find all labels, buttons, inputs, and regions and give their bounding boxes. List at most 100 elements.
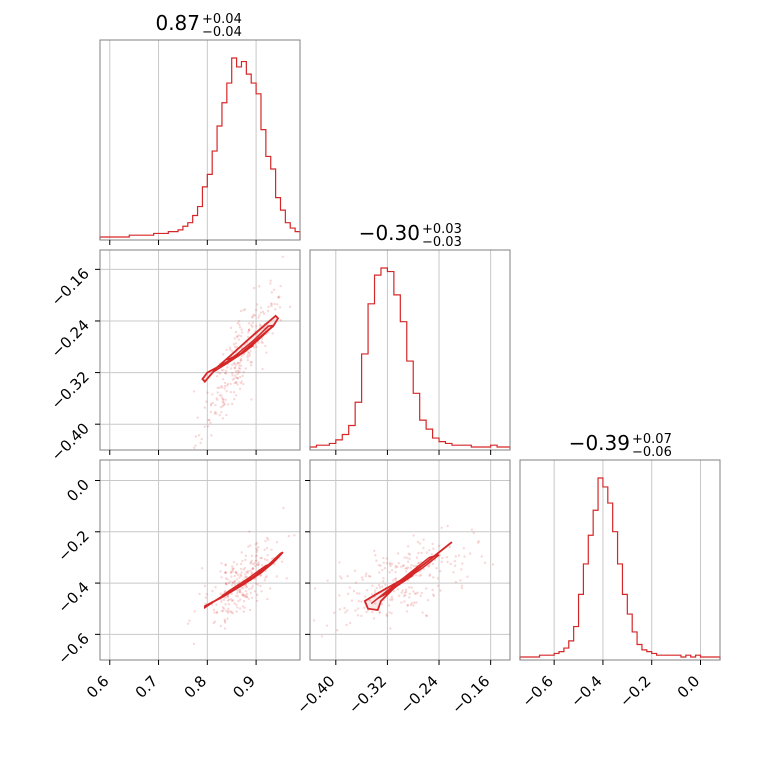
- scatter-point: [274, 308, 277, 311]
- scatter-point: [229, 348, 232, 351]
- scatter-point: [251, 315, 255, 318]
- scatter-point: [432, 576, 435, 579]
- scatter-point: [412, 590, 415, 593]
- scatter-point: [271, 332, 274, 335]
- scatter-point: [255, 345, 258, 348]
- scatter-point: [476, 541, 480, 544]
- scatter-point: [220, 396, 224, 400]
- scatter-point: [409, 566, 412, 570]
- scatter-point: [235, 603, 238, 607]
- scatter-point: [220, 562, 223, 565]
- scatter-point: [258, 314, 261, 317]
- scatter-point: [244, 573, 247, 576]
- scatter-point: [230, 565, 234, 568]
- y-tick-label: −0.16: [48, 264, 93, 309]
- scatter-point: [242, 610, 245, 613]
- scatter-point: [430, 553, 434, 556]
- scatter-point: [229, 580, 232, 583]
- scatter-point: [419, 573, 423, 577]
- scatter-point: [255, 563, 259, 566]
- scatter-point: [216, 375, 219, 378]
- scatter-point: [235, 563, 239, 566]
- scatter-point: [333, 611, 336, 614]
- scatter-point: [432, 547, 435, 550]
- scatter-point: [255, 325, 258, 328]
- scatter-point: [236, 591, 239, 595]
- scatter-point: [270, 557, 274, 560]
- scatter-point: [193, 446, 196, 450]
- scatter-point: [203, 406, 206, 409]
- scatter-point: [358, 592, 361, 595]
- scatter-point: [241, 605, 245, 608]
- scatter-point: [365, 589, 369, 592]
- scatter-point: [233, 397, 236, 401]
- scatter-point: [409, 603, 413, 607]
- scatter-point: [192, 390, 196, 393]
- scatter-point: [234, 571, 238, 574]
- scatter-point: [431, 562, 435, 566]
- panel-frame: [99, 459, 301, 661]
- scatter-point: [252, 346, 256, 349]
- scatter-point: [345, 623, 348, 627]
- scatter-point: [382, 576, 385, 580]
- scatter-point: [437, 544, 441, 548]
- scatter-point: [242, 370, 245, 374]
- scatter-point: [231, 570, 234, 573]
- scatter-point: [208, 418, 211, 422]
- scatter-point: [416, 591, 419, 594]
- scatter-point: [224, 571, 227, 574]
- scatter-point: [279, 284, 282, 288]
- scatter-point: [396, 565, 399, 569]
- scatter-point: [431, 542, 434, 546]
- scatter-point: [212, 608, 216, 612]
- scatter-point: [256, 548, 259, 552]
- scatter-point: [360, 600, 363, 603]
- scatter-point: [224, 571, 227, 574]
- scatter-point: [234, 364, 238, 367]
- scatter-point: [229, 570, 233, 574]
- scatter-point: [266, 538, 270, 541]
- scatter-point: [241, 592, 244, 595]
- scatter-point: [236, 589, 239, 592]
- scatter-point: [263, 558, 267, 561]
- scatter-point: [231, 599, 235, 602]
- scatter-point: [251, 321, 254, 324]
- scatter-point: [371, 584, 374, 587]
- scatter-point: [210, 402, 213, 406]
- scatter-point: [394, 566, 397, 569]
- scatter-point: [214, 403, 217, 407]
- scatter-point: [466, 575, 469, 578]
- scatter-point: [269, 282, 272, 285]
- scatter-point: [233, 580, 236, 583]
- scatter-point: [491, 563, 495, 566]
- scatter-point: [223, 618, 227, 622]
- scatter-point: [220, 385, 223, 388]
- scatter-point: [226, 366, 229, 369]
- scatter-point: [249, 361, 252, 364]
- scatter-point: [440, 526, 443, 529]
- scatter-point: [264, 539, 267, 543]
- scatter-point: [209, 410, 212, 414]
- scatter-point: [234, 370, 238, 373]
- scatter-point: [237, 364, 241, 367]
- scatter-point: [239, 573, 242, 576]
- scatter-point: [388, 571, 391, 574]
- scatter-point: [251, 567, 255, 570]
- scatter-point: [266, 553, 269, 557]
- scatter-point: [432, 593, 435, 596]
- scatter-point: [378, 571, 381, 574]
- scatter-point: [402, 594, 406, 598]
- scatter-point: [258, 285, 261, 288]
- scatter-point: [338, 608, 342, 611]
- scatter-point: [224, 590, 227, 593]
- scatter-point: [225, 609, 228, 613]
- scatter-point: [230, 402, 234, 406]
- scatter-point: [287, 534, 290, 538]
- scatter-point: [220, 411, 223, 414]
- scatter-point: [247, 351, 250, 354]
- scatter-point: [428, 573, 432, 576]
- scatter-point: [227, 403, 230, 406]
- scatter-point: [239, 574, 243, 578]
- scatter-point: [346, 592, 350, 596]
- scatter-point: [275, 575, 278, 578]
